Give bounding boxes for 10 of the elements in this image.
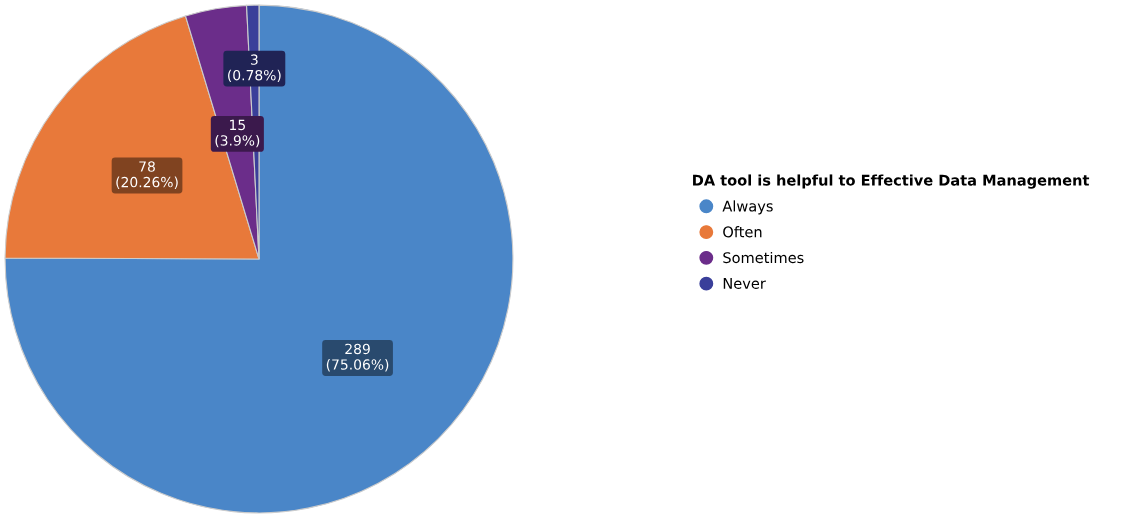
data-label: 15 (3.9%): [215, 119, 260, 148]
legend-label: Often: [723, 226, 762, 238]
legend-label: Always: [722, 200, 773, 215]
data-label: 289 (75.06%): [326, 343, 389, 372]
pie-slice: [4, 4, 514, 514]
legend-label: Never: [723, 278, 766, 289]
data-label: 3 (0.78%): [228, 54, 281, 83]
data-label: 78 (20.26%): [116, 161, 178, 189]
legend-label: Sometimes: [723, 251, 804, 264]
legend-title: DA tool is helpful to Effective Data Management: [693, 174, 1090, 189]
